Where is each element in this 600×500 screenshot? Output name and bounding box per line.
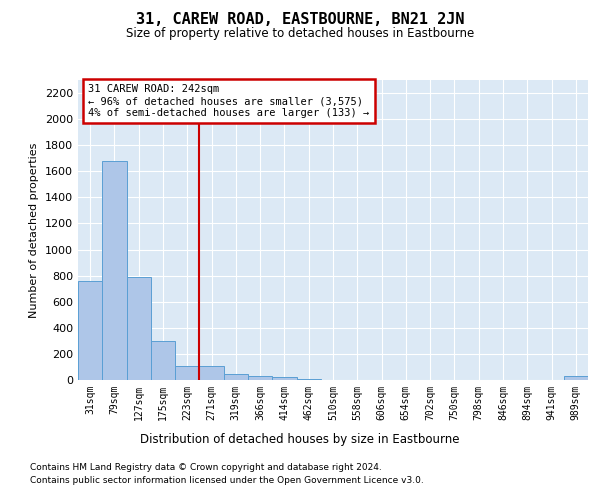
- Bar: [248, 376, 272, 380]
- Text: Distribution of detached houses by size in Eastbourne: Distribution of detached houses by size …: [140, 432, 460, 446]
- Bar: [199, 366, 224, 380]
- Bar: [151, 341, 175, 380]
- Text: 31, CAREW ROAD, EASTBOURNE, BN21 2JN: 31, CAREW ROAD, EASTBOURNE, BN21 2JN: [136, 12, 464, 28]
- Bar: [102, 161, 127, 380]
- Text: Size of property relative to detached houses in Eastbourne: Size of property relative to detached ho…: [126, 28, 474, 40]
- Text: 31 CAREW ROAD: 242sqm
← 96% of detached houses are smaller (3,575)
4% of semi-de: 31 CAREW ROAD: 242sqm ← 96% of detached …: [88, 84, 370, 117]
- Text: Contains public sector information licensed under the Open Government Licence v3: Contains public sector information licen…: [30, 476, 424, 485]
- Bar: [272, 378, 296, 380]
- Bar: [127, 277, 151, 380]
- Bar: [224, 374, 248, 380]
- Y-axis label: Number of detached properties: Number of detached properties: [29, 142, 40, 318]
- Bar: [564, 376, 588, 380]
- Bar: [175, 366, 199, 380]
- Bar: [78, 281, 102, 380]
- Text: Contains HM Land Registry data © Crown copyright and database right 2024.: Contains HM Land Registry data © Crown c…: [30, 462, 382, 471]
